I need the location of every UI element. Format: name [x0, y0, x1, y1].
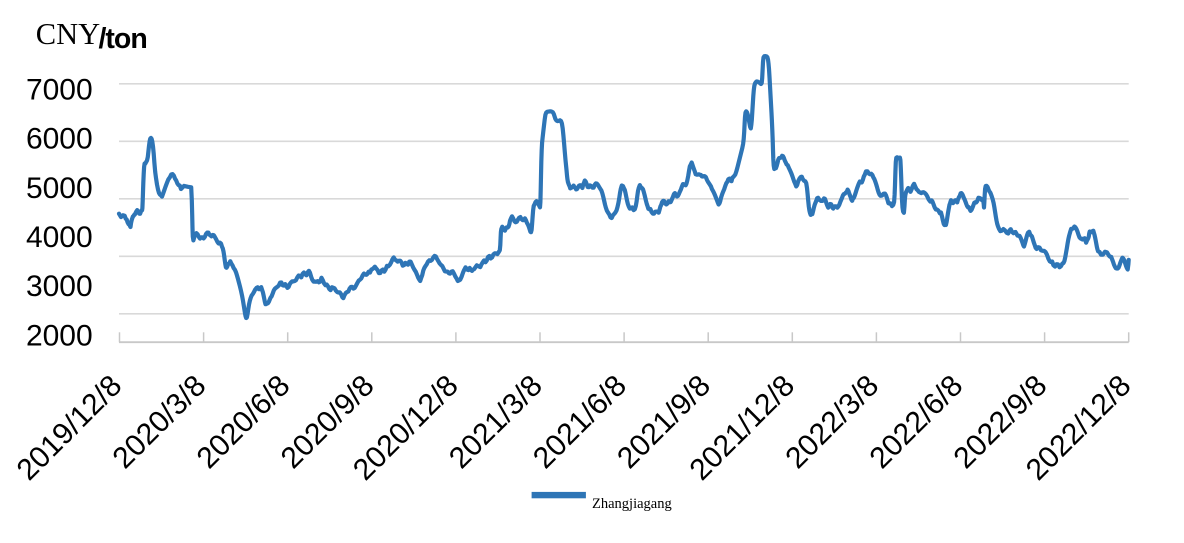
- svg-text:2000: 2000: [26, 319, 93, 352]
- svg-text:5000: 5000: [26, 172, 93, 205]
- svg-text:/ton: /ton: [99, 23, 147, 55]
- svg-text:6000: 6000: [26, 123, 93, 156]
- svg-text:3000: 3000: [26, 270, 93, 303]
- svg-text:7000: 7000: [26, 73, 93, 106]
- svg-text:4000: 4000: [26, 221, 93, 254]
- svg-text:CNY: CNY: [36, 17, 100, 51]
- svg-text:Zhangjiagang: Zhangjiagang: [592, 496, 672, 512]
